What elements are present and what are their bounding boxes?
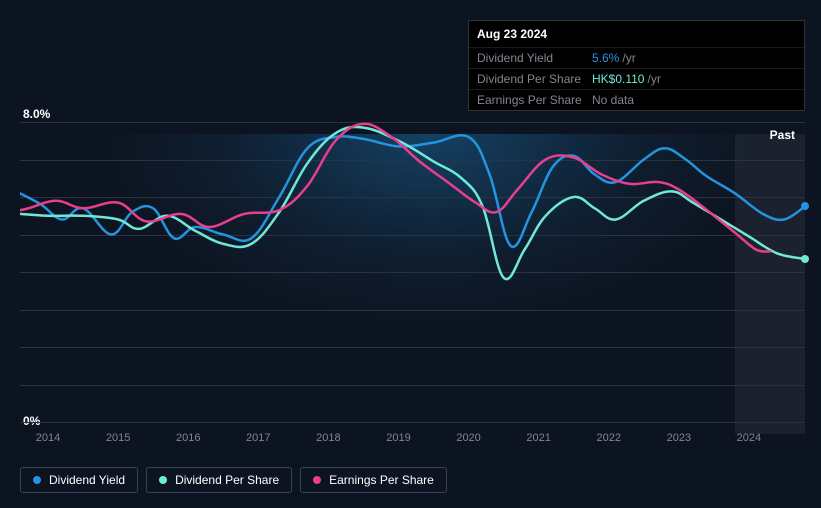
x-axis-tick: 2024 (737, 432, 761, 444)
tooltip-date: Aug 23 2024 (469, 21, 804, 47)
tooltip-row: Dividend Yield5.6%/yr (469, 47, 804, 68)
tooltip-row-value: HK$0.110 (592, 72, 644, 86)
tooltip-row-value: 5.6% (592, 51, 619, 65)
tooltip-row-suffix: /yr (647, 72, 660, 86)
tooltip-row-label: Dividend Per Share (477, 72, 592, 86)
series-line (20, 127, 805, 279)
x-axis-tick: 2023 (667, 432, 691, 444)
x-axis-tick: 2020 (456, 432, 480, 444)
legend-dot-icon (159, 476, 167, 484)
chart-legend: Dividend Yield Dividend Per Share Earnings… (20, 467, 447, 493)
tooltip-row: Earnings Per ShareNo data (469, 89, 804, 110)
x-axis-tick: 2014 (36, 432, 60, 444)
y-axis-max-label: 8.0% (23, 107, 50, 121)
legend-item[interactable]: Dividend Per Share (146, 467, 292, 493)
series-end-dot (801, 255, 809, 263)
grid-line (20, 422, 805, 423)
legend-dot-icon (33, 476, 41, 484)
chart-svg (20, 122, 805, 422)
x-axis-tick: 2019 (386, 432, 410, 444)
tooltip-row-label: Earnings Per Share (477, 93, 592, 107)
tooltip-row-label: Dividend Yield (477, 51, 592, 65)
x-axis-tick: 2017 (246, 432, 270, 444)
tooltip-row-suffix: /yr (622, 51, 635, 65)
series-end-dot (801, 202, 809, 210)
tooltip-row-value: No data (592, 93, 634, 107)
series-line (20, 124, 770, 252)
chart-area: 8.0% 0% Past (20, 110, 805, 425)
past-label: Past (770, 128, 795, 142)
chart-plot[interactable] (20, 122, 805, 422)
legend-label: Earnings Per Share (329, 473, 434, 487)
legend-item[interactable]: Earnings Per Share (300, 467, 447, 493)
chart-tooltip: Aug 23 2024 Dividend Yield5.6%/yrDividen… (468, 20, 805, 111)
x-axis-tick: 2016 (176, 432, 200, 444)
legend-item[interactable]: Dividend Yield (20, 467, 138, 493)
x-axis-tick: 2018 (316, 432, 340, 444)
x-axis-tick: 2015 (106, 432, 130, 444)
legend-label: Dividend Yield (49, 473, 125, 487)
legend-dot-icon (313, 476, 321, 484)
x-axis: 2014 2015 2016 2017 2018 2019 2020 2021 2022 2023… (20, 432, 805, 446)
x-axis-tick: 2021 (526, 432, 550, 444)
x-axis-tick: 2022 (597, 432, 621, 444)
tooltip-row: Dividend Per ShareHK$0.110/yr (469, 68, 804, 89)
legend-label: Dividend Per Share (175, 473, 279, 487)
